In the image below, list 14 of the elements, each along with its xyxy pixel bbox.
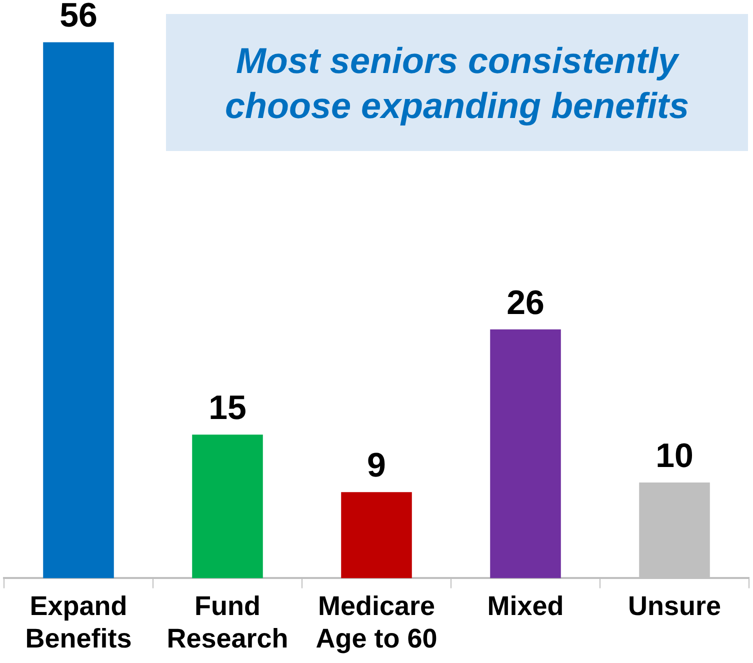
x-tick-label: Fund Research: [166, 590, 288, 654]
x-tick-label: Unsure: [628, 590, 722, 621]
x-tick-label: Medicare Age to 60: [316, 590, 438, 654]
bar: [490, 329, 561, 578]
data-label: 9: [367, 446, 386, 484]
data-label: 10: [656, 436, 694, 475]
data-label: 56: [60, 0, 98, 35]
bar: [192, 434, 263, 578]
data-label: 26: [506, 284, 544, 322]
bar: [341, 492, 412, 578]
bar: [43, 42, 114, 578]
x-tick-label: Expand Benefits: [25, 590, 132, 654]
x-tick-label: Mixed: [487, 590, 564, 621]
data-label: 15: [208, 389, 246, 428]
